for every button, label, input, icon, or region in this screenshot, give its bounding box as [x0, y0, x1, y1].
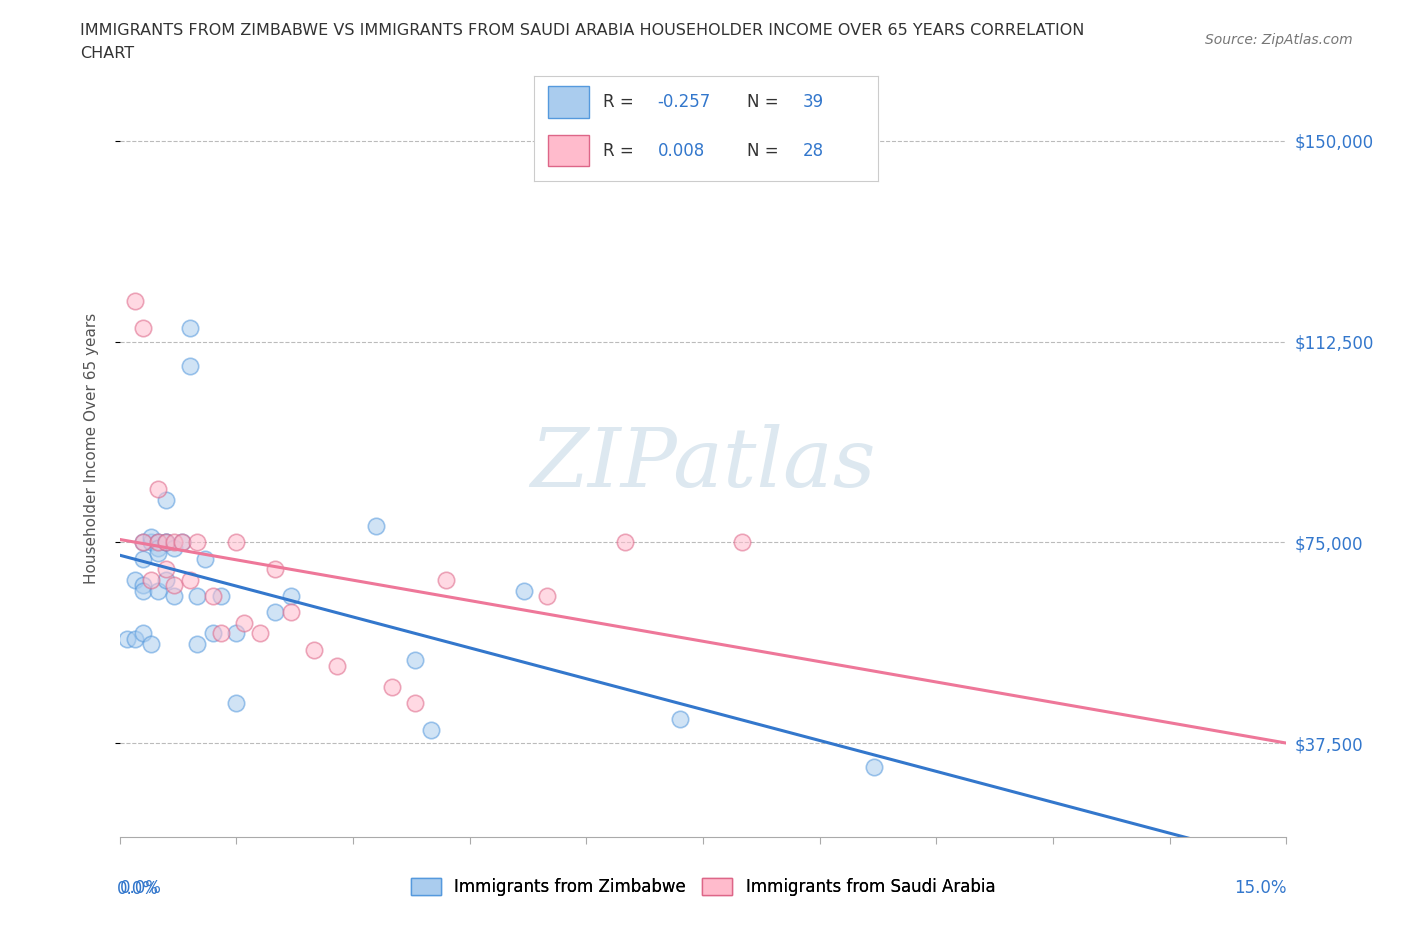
Point	[139, 530, 162, 545]
Point	[186, 589, 208, 604]
Point	[179, 573, 201, 588]
Point	[186, 637, 208, 652]
Point	[132, 583, 155, 598]
Point	[209, 626, 232, 641]
Point	[201, 626, 224, 641]
Point	[155, 535, 177, 550]
Point	[366, 519, 388, 534]
Point	[132, 535, 155, 550]
Point	[155, 492, 177, 507]
Point	[148, 546, 170, 561]
Point	[264, 604, 287, 619]
Point	[139, 573, 162, 588]
Point	[132, 535, 155, 550]
Text: Source: ZipAtlas.com: Source: ZipAtlas.com	[1205, 33, 1353, 46]
Point	[132, 321, 155, 336]
Point	[404, 696, 426, 711]
Point	[225, 696, 247, 711]
Point	[170, 535, 193, 550]
Point	[163, 540, 186, 555]
Point	[117, 631, 139, 646]
Point	[170, 535, 193, 550]
Point	[668, 711, 690, 726]
Text: 0.0%: 0.0%	[117, 880, 159, 897]
Point	[132, 551, 155, 566]
Point	[863, 760, 886, 775]
Point	[163, 578, 186, 592]
Point	[536, 589, 558, 604]
Point	[139, 637, 162, 652]
Point	[124, 294, 146, 309]
Point	[163, 535, 186, 550]
Point	[233, 616, 256, 631]
Point	[404, 653, 426, 668]
Point	[513, 583, 536, 598]
Text: 15.0%: 15.0%	[1234, 879, 1286, 897]
Point	[225, 626, 247, 641]
Y-axis label: Householder Income Over 65 years: Householder Income Over 65 years	[84, 313, 98, 584]
Point	[302, 642, 325, 657]
Point	[264, 562, 287, 577]
Text: IMMIGRANTS FROM ZIMBABWE VS IMMIGRANTS FROM SAUDI ARABIA HOUSEHOLDER INCOME OVER: IMMIGRANTS FROM ZIMBABWE VS IMMIGRANTS F…	[80, 23, 1084, 38]
Point	[124, 573, 146, 588]
Point	[124, 631, 146, 646]
Point	[179, 321, 201, 336]
Point	[155, 535, 177, 550]
Point	[381, 680, 404, 695]
Point	[326, 658, 349, 673]
Point	[249, 626, 271, 641]
Text: 0.0%: 0.0%	[120, 879, 162, 897]
Point	[139, 535, 162, 550]
Point	[179, 358, 201, 373]
Text: ZIPatlas: ZIPatlas	[530, 424, 876, 504]
Point	[209, 589, 232, 604]
Point	[194, 551, 217, 566]
Point	[280, 604, 302, 619]
Point	[155, 573, 177, 588]
Point	[148, 535, 170, 550]
Point	[163, 589, 186, 604]
Legend: Immigrants from Zimbabwe, Immigrants from Saudi Arabia: Immigrants from Zimbabwe, Immigrants fro…	[404, 870, 1002, 902]
Point	[186, 535, 208, 550]
Point	[201, 589, 224, 604]
Point	[614, 535, 637, 550]
Point	[731, 535, 754, 550]
Point	[148, 482, 170, 497]
Point	[155, 535, 177, 550]
Point	[132, 626, 155, 641]
Point	[280, 589, 302, 604]
Point	[225, 535, 247, 550]
Text: CHART: CHART	[80, 46, 134, 61]
Point	[148, 583, 170, 598]
Point	[148, 535, 170, 550]
Point	[132, 578, 155, 592]
Point	[148, 540, 170, 555]
Point	[419, 723, 441, 737]
Point	[434, 573, 457, 588]
Point	[155, 562, 177, 577]
